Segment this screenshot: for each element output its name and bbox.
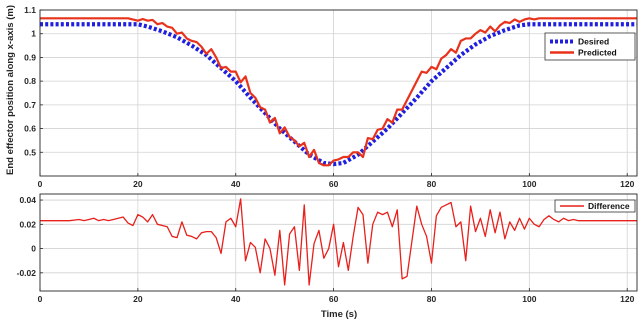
difference-ticks xyxy=(39,199,628,291)
position-panel: 0 20 40 60 80 100 120 0.5 0.6 0.7 0.8 0.9 1 1.1 End … xyxy=(5,5,638,189)
position-x-tick-label: 0 xyxy=(38,179,43,189)
difference-legend-box xyxy=(554,199,636,213)
difference-x-tick-label: 60 xyxy=(329,294,339,304)
difference-x-tick-labels: 0 20 40 60 80 100 120 xyxy=(38,294,635,304)
difference-y-tick-label: 0 xyxy=(31,244,36,254)
difference-axes-frame xyxy=(39,193,638,292)
position-y-tick-label: 0.5 xyxy=(24,147,36,157)
difference-y-tick-label: 0.02 xyxy=(19,219,36,229)
predicted-line xyxy=(40,17,637,167)
desired-line xyxy=(40,22,637,167)
difference-line xyxy=(40,198,637,286)
difference-y-tick-label: -0.02 xyxy=(17,268,37,278)
position-grid xyxy=(39,9,637,176)
time-x-axis-label: Time (s) xyxy=(321,309,357,320)
position-x-tick-label: 120 xyxy=(620,179,634,189)
difference-x-tick-label: 40 xyxy=(231,294,241,304)
difference-x-tick-label: 100 xyxy=(522,294,536,304)
legend-difference-label: Difference xyxy=(588,201,630,211)
position-legend-box xyxy=(544,32,636,61)
position-plot-area xyxy=(40,10,637,176)
difference-y-tick-label: 0.04 xyxy=(19,195,36,205)
difference-plot-area xyxy=(40,194,637,291)
position-x-tick-label: 60 xyxy=(329,179,339,189)
position-y-tick-label: 1 xyxy=(31,29,36,39)
position-y-tick-labels: 0.5 0.6 0.7 0.8 0.9 1 1.1 xyxy=(24,5,36,157)
position-y-tick-label: 0.7 xyxy=(24,100,36,110)
position-x-tick-labels: 0 20 40 60 80 100 120 xyxy=(38,179,635,189)
difference-series xyxy=(40,198,637,286)
difference-x-tick-label: 120 xyxy=(620,294,634,304)
position-x-tick-label: 40 xyxy=(231,179,241,189)
position-x-tick-label: 20 xyxy=(133,179,143,189)
difference-y-tick-labels: -0.02 0 0.02 0.04 xyxy=(17,195,37,278)
difference-x-tick-label: 0 xyxy=(38,294,43,304)
position-x-tick-label: 100 xyxy=(522,179,536,189)
difference-legend: Difference xyxy=(554,199,636,213)
position-legend: Desired Predicted xyxy=(544,32,636,61)
legend-predicted-label: Predicted xyxy=(578,48,617,58)
position-ticks xyxy=(39,9,628,176)
position-y-axis-label: End effector position along x-axis (m) xyxy=(5,5,16,175)
position-axes-frame xyxy=(39,9,638,177)
difference-grid xyxy=(39,194,637,291)
position-y-tick-label: 0.8 xyxy=(24,76,36,86)
position-x-tick-label: 80 xyxy=(427,179,437,189)
difference-x-tick-label: 20 xyxy=(133,294,143,304)
position-y-tick-label: 1.1 xyxy=(24,5,36,15)
position-y-tick-label: 0.9 xyxy=(24,52,36,62)
position-series xyxy=(40,17,637,167)
difference-x-tick-label: 80 xyxy=(427,294,437,304)
legend-desired-label: Desired xyxy=(578,37,609,47)
position-y-tick-label: 0.6 xyxy=(24,124,36,134)
